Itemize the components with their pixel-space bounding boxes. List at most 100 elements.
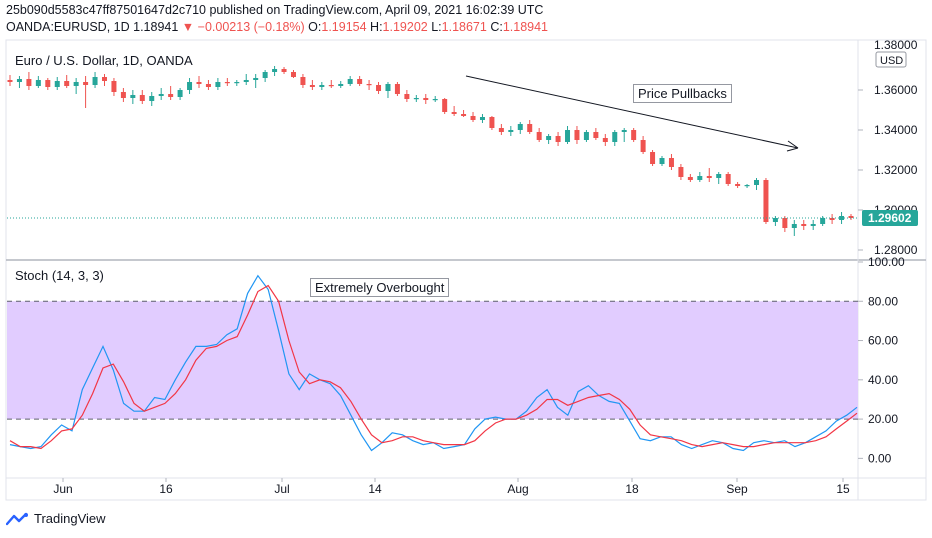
candle-body [602,138,608,142]
last-price: 1.18941 [133,20,179,34]
candle-body [385,84,391,91]
candle-body [498,128,504,132]
candle-body [16,79,22,82]
candle-body [73,82,79,86]
candle-body [461,114,467,116]
candle-body [149,96,155,101]
candle-body [725,174,731,184]
time-tick-label: 15 [836,482,850,496]
candle-body [574,130,580,140]
high-label: H: [370,20,383,34]
candle-body [697,176,703,180]
candle-body [92,77,98,85]
candle-body [64,81,70,86]
change-value: −0.00213 (−0.18%) [197,20,305,34]
tradingview-brand[interactable]: TradingView [6,511,106,526]
candle-body [546,136,552,140]
candle-body [744,185,750,187]
close-label: C: [490,20,503,34]
candle-body [205,84,211,87]
candle-body [678,167,684,177]
time-tick-label: Jun [53,482,72,496]
candle-body [848,216,854,218]
candle-body [640,140,646,152]
currency-label: USD [880,55,903,67]
candle-body [366,84,372,86]
candle-body [650,152,656,164]
publish-info: 25b090d5583c47ff87501647d2c710 published… [6,3,544,17]
candle-body [754,180,760,185]
candle-body [290,72,296,77]
candle-body [706,176,712,178]
stoch-tick-label: 0.00 [868,451,892,465]
pullback-arrow-head-icon [786,140,799,152]
candle-body [168,94,174,97]
stoch-d-line [9,284,858,450]
candle-body [130,95,136,98]
price-tick-label: 1.34000 [874,123,918,137]
candle-body [801,224,807,226]
extremely-overbought-annotation[interactable]: Extremely Overbought [310,278,450,297]
price-pane-title: Euro / U.S. Dollar, 1D, OANDA [15,53,193,68]
candle-body [631,130,637,140]
candle-body [772,218,778,222]
last-price-label: 1.29602 [868,211,912,225]
price-tick-label: 1.32000 [874,163,918,177]
candle-body [593,132,599,138]
time-tick-label: 16 [159,482,173,496]
candle-body [404,94,410,99]
stoch-tick-label: 60.00 [868,334,898,348]
candle-body [262,72,268,78]
symbol-ohlc-bar: OANDA:EURUSD, 1D 1.18941 ▼ −0.00213 (−0.… [6,20,548,34]
candle-body [309,85,315,87]
open-label: O: [308,20,322,34]
last-price-badge [862,209,918,226]
candle-body [489,117,495,128]
candle-body [45,80,51,87]
candle-body [470,116,476,120]
candle-body [187,82,193,90]
high-value: 1.19202 [382,20,428,34]
candle-body [328,85,334,87]
candle-body [565,130,571,142]
chart-frame [5,39,927,501]
candle-body [347,79,353,84]
candle-body [432,99,438,101]
candle-body [413,98,419,100]
time-tick-label: Aug [507,482,528,496]
stoch-pane-title: Stoch (14, 3, 3) [15,268,104,283]
change-arrow-icon: ▼ [181,20,195,34]
price-pullbacks-annotation[interactable]: Price Pullbacks [633,84,732,103]
candle-body [253,78,259,80]
candle-body [810,224,816,226]
candle-body [621,130,627,132]
candle-body [479,117,485,120]
candle-body [139,95,145,101]
price-tick-label: 1.36000 [874,83,918,97]
candle-body [338,84,344,86]
candle-body [319,85,325,87]
candle-body [423,98,429,100]
candle-body [111,81,117,92]
stoch-tick-label: 40.00 [868,373,898,387]
candle-body [536,132,542,140]
stoch-tick-label: 100.00 [868,255,905,269]
candle-body [120,92,126,98]
open-value: 1.19154 [321,20,367,34]
candle-body [583,132,589,140]
candle-body [234,82,240,84]
time-tick-label: 18 [625,482,639,496]
candle-body [517,124,523,130]
candle-body [763,180,769,222]
time-tick-label: Jul [274,482,289,496]
candle-body [281,69,287,72]
pullback-trend-arrow [465,75,799,149]
price-tick-label: 1.28000 [874,243,918,257]
candle-body [272,69,278,72]
stoch-band [7,301,858,420]
currency-badge [875,51,907,68]
candle-body [177,90,183,97]
candle-body [26,79,32,86]
candle-body [508,130,514,132]
